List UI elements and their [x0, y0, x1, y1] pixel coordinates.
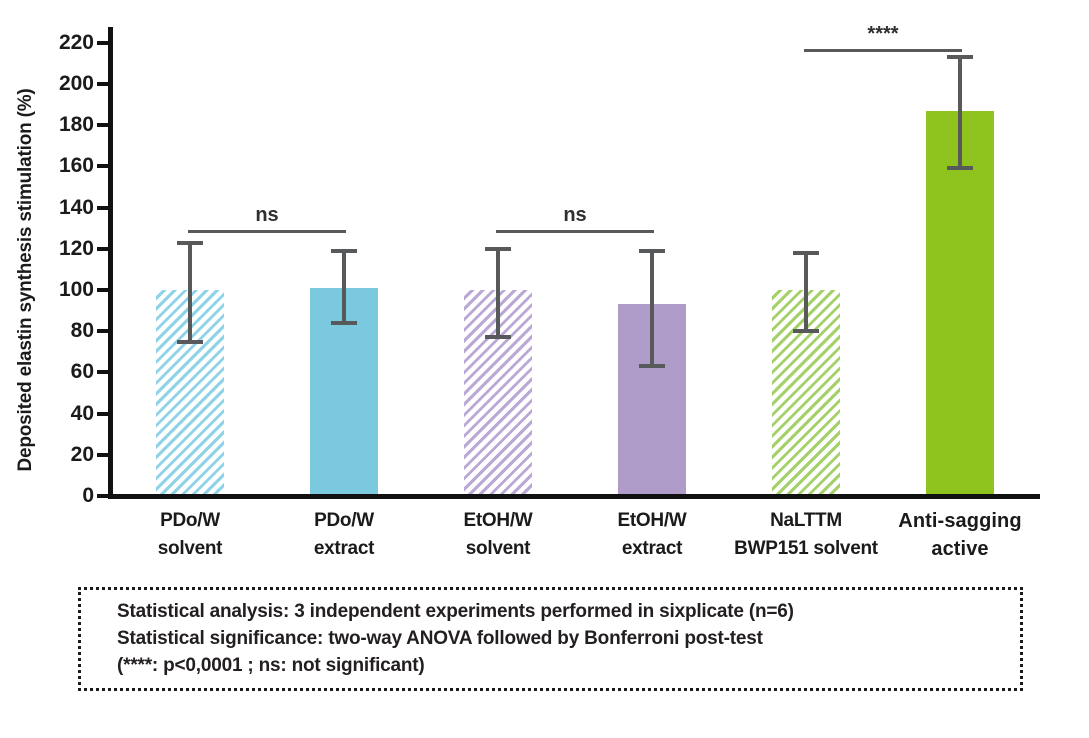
x-axis-label-line: PDo/W — [314, 510, 374, 531]
error-bar-cap-top-1 — [177, 240, 203, 245]
error-bar-cap-bottom-4 — [639, 364, 665, 369]
significance-label-2: ns — [563, 204, 587, 227]
error-bar-cap-top-5 — [793, 250, 819, 255]
y-tick-label-80: 80 — [70, 319, 94, 343]
x-axis-label-anti-sagging-active: Anti-sagging active — [870, 507, 1050, 563]
error-bar-line-5 — [804, 252, 808, 332]
y-tick-label-100: 100 — [58, 278, 94, 301]
error-bar-line-3 — [496, 248, 500, 338]
significance-line-1 — [188, 230, 346, 234]
y-tick-label-0: 0 — [82, 484, 94, 507]
error-bar-cap-bottom-2 — [331, 320, 357, 325]
error-bar-cap-top-4 — [639, 248, 665, 253]
error-bar-line-6 — [958, 57, 962, 169]
note-line-analysis: Statistical analysis: 3 independent expe… — [117, 601, 794, 622]
y-tick-100 — [97, 288, 108, 292]
y-tick-40 — [97, 411, 108, 416]
statistics-note-box: Statistical analysis: 3 independent expe… — [78, 587, 1023, 691]
error-bar-line-1 — [188, 242, 192, 342]
error-bar-cap-top-6 — [947, 55, 973, 60]
y-tick-80 — [97, 329, 108, 334]
x-axis-label-line: PDo/W — [160, 510, 220, 531]
x-axis-label-line: active — [931, 538, 989, 560]
x-axis-label-line: solvent — [465, 538, 531, 559]
x-axis-label-line: BWP151 solvent — [734, 538, 878, 559]
error-bar-cap-bottom-1 — [177, 339, 203, 344]
y-tick-60 — [97, 370, 108, 375]
y-tick-120 — [97, 246, 108, 251]
error-bar-line-2 — [342, 250, 346, 323]
error-bar-cap-top-3 — [485, 246, 511, 251]
y-tick-label-180: 180 — [58, 113, 94, 137]
y-tick-200 — [97, 82, 108, 86]
error-bar-cap-bottom-3 — [485, 335, 511, 340]
error-bar-cap-top-2 — [331, 248, 357, 253]
x-axis-label-nalttm-bwp151-solvent: NaLTTM BWP151 solvent — [716, 507, 896, 563]
significance-label-1: ns — [255, 204, 279, 227]
y-tick-label-140: 140 — [58, 195, 94, 219]
error-bar-cap-bottom-6 — [947, 166, 973, 171]
note-line-significance: Statistical significance: two-way ANOVA … — [117, 628, 763, 649]
error-bar-cap-bottom-5 — [793, 329, 819, 334]
significance-label-3: **** — [867, 22, 899, 45]
y-tick-label-60: 60 — [70, 360, 94, 384]
x-axis-label-etoh-w-solvent: EtOH/W solvent — [408, 507, 588, 563]
x-axis-label-line: EtOH/W — [463, 510, 533, 531]
note-line-legend: (****: p<0,0001 ; ns: not significant) — [117, 655, 425, 676]
x-axis-label-line: extract — [621, 538, 683, 559]
y-tick-20 — [97, 452, 108, 457]
x-axis-label-pdo-w-extract: PDo/W extract — [254, 507, 434, 563]
x-axis-label-etoh-w-extract: EtOH/W extract — [562, 507, 742, 563]
y-tick-160 — [97, 164, 108, 169]
y-tick-180 — [97, 123, 108, 128]
bar-anti-sagging-active — [926, 110, 994, 496]
x-axis-label-line: extract — [313, 538, 375, 559]
y-tick-label-160: 160 — [58, 154, 94, 178]
x-axis-line — [108, 494, 1040, 499]
significance-line-2 — [496, 230, 654, 234]
x-axis-label-line: Anti-sagging — [898, 510, 1022, 532]
y-tick-220 — [97, 40, 108, 45]
x-axis-label-line: EtOH/W — [617, 510, 687, 531]
x-axis-label-line: solvent — [157, 538, 223, 559]
y-tick-label-200: 200 — [58, 72, 94, 95]
error-bar-line-4 — [650, 250, 654, 367]
y-tick-label-40: 40 — [70, 401, 94, 425]
y-tick-label-20: 20 — [70, 442, 94, 466]
y-tick-label-120: 120 — [58, 236, 94, 260]
significance-line-3 — [804, 48, 962, 52]
y-tick-label-220: 220 — [58, 30, 94, 54]
x-axis-label-pdo-w-solvent: PDo/W solvent — [100, 507, 280, 563]
y-tick-140 — [97, 205, 108, 210]
y-tick-0 — [97, 494, 108, 498]
x-axis-label-line: NaLTTM — [770, 510, 842, 531]
y-axis-line — [108, 27, 113, 499]
